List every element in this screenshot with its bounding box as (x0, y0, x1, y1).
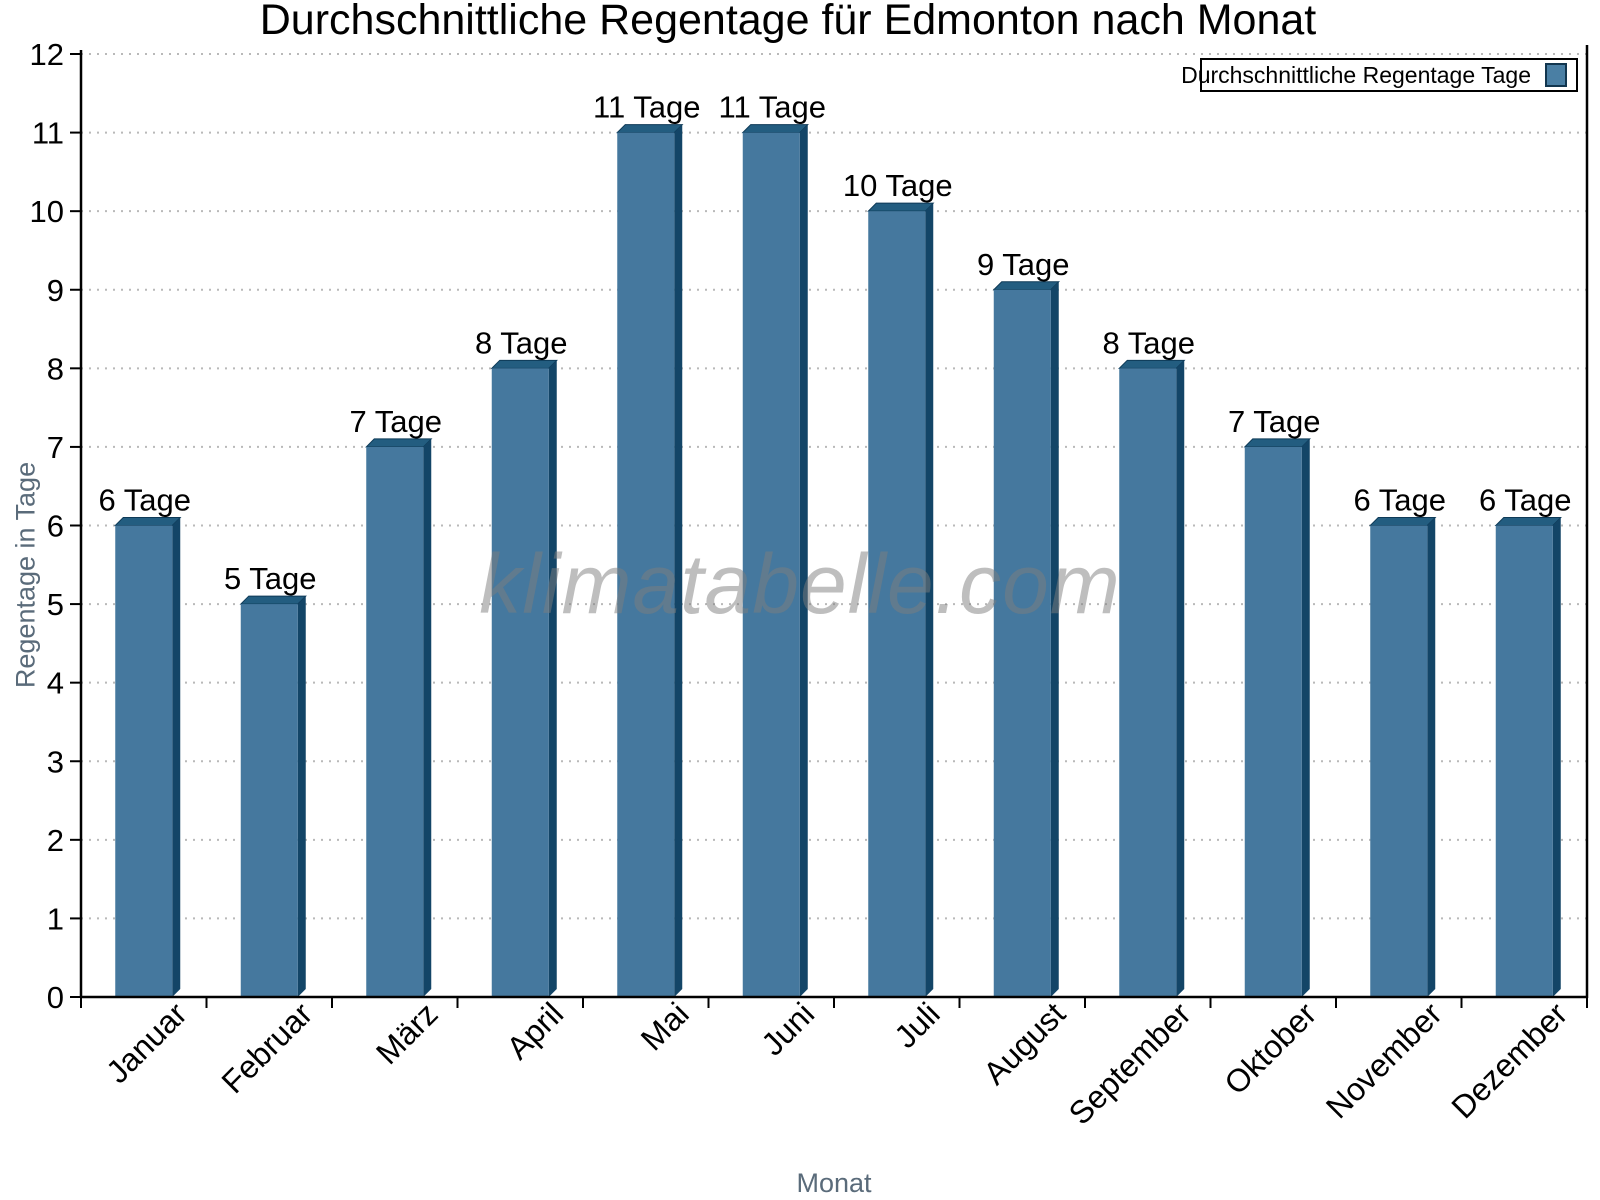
bar-value-label: 6 Tage (98, 483, 191, 518)
bar-side-face (423, 438, 432, 998)
y-tick-label: 12 (30, 37, 64, 72)
bar-value-label: 8 Tage (475, 325, 568, 360)
x-category-label: Juli (887, 995, 946, 1054)
bar-top-face (616, 124, 684, 134)
bar (240, 604, 298, 997)
x-category-label: August (976, 995, 1072, 1091)
bar-top-face (365, 438, 433, 448)
bar-value-label: 8 Tage (1102, 325, 1195, 360)
y-axis-title: Regentage in Tage (10, 461, 41, 689)
x-category-label: Oktober (1217, 995, 1323, 1101)
bar-value-label: 6 Tage (1353, 483, 1446, 518)
legend-swatch-icon (1545, 63, 1567, 87)
bar (1370, 525, 1428, 997)
x-category-label: Dezember (1444, 995, 1574, 1125)
bar (366, 446, 424, 998)
y-tick-label: 4 (47, 666, 64, 701)
y-tick-label: 1 (47, 901, 64, 936)
bar-side-face (1427, 517, 1436, 997)
bar-top-face (1118, 359, 1186, 369)
y-tick-label: 6 (47, 509, 64, 544)
bar-side-face (674, 124, 683, 998)
y-tick-label: 5 (47, 587, 64, 622)
bar (1119, 368, 1177, 997)
bar-value-label: 7 Tage (1228, 404, 1321, 439)
bar-top-face (490, 359, 558, 369)
bar (1495, 525, 1553, 997)
bar-top-face (867, 202, 935, 212)
y-tick-label: 8 (47, 351, 64, 386)
x-category-label: November (1319, 995, 1449, 1125)
bar-top-face (741, 124, 809, 134)
bar (868, 211, 926, 997)
bar-top-face (1369, 517, 1437, 526)
x-category-label: Januar (99, 995, 194, 1090)
x-category-label: Mai (634, 995, 696, 1057)
x-axis-title: Monat (796, 1168, 872, 1198)
bar-top-face (114, 517, 182, 526)
x-category-label: April (499, 995, 570, 1066)
bar (993, 289, 1051, 997)
y-tick-label: 11 (32, 116, 64, 151)
x-category-label: Juni (754, 995, 821, 1062)
y-tick-label: 3 (47, 744, 64, 779)
bar-top-face (992, 281, 1060, 291)
bar (617, 132, 675, 998)
bar-value-label: 10 Tage (843, 168, 953, 203)
legend: Durchschnittliche Regentage Tage (1181, 58, 1578, 92)
bar-side-face (925, 203, 934, 997)
bar-side-face (1301, 438, 1310, 998)
bar-top-face (239, 595, 307, 605)
bar-side-face (799, 124, 808, 998)
chart-title: Durchschnittliche Regentage für Edmonton… (259, 0, 1317, 44)
y-tick-label: 0 (47, 980, 64, 1015)
y-tick-label: 9 (47, 273, 64, 308)
bar-value-label: 9 Tage (977, 247, 1070, 282)
bar-value-label: 11 Tage (719, 90, 826, 125)
y-tick-label: 7 (47, 430, 64, 465)
bar (742, 132, 800, 998)
bar (115, 525, 173, 997)
bar-side-face (1050, 281, 1059, 997)
bar-side-face (548, 360, 557, 997)
bar (1244, 446, 1302, 998)
y-tick-label: 2 (47, 823, 64, 858)
x-category-label: September (1062, 995, 1198, 1131)
bar-side-face (297, 596, 306, 997)
bar-top-face (1243, 438, 1311, 448)
bar-side-face (1552, 517, 1561, 997)
bar-value-label: 6 Tage (1479, 483, 1572, 518)
x-category-label: Februar (215, 995, 320, 1100)
bar-side-face (172, 517, 181, 997)
bar (491, 368, 549, 997)
bar-top-face (1494, 517, 1562, 526)
bar-value-label: 11 Tage (593, 90, 700, 125)
y-tick-label: 10 (30, 194, 64, 229)
x-category-label: März (369, 995, 445, 1071)
bar-value-label: 7 Tage (349, 404, 442, 439)
bar-value-label: 5 Tage (224, 561, 317, 596)
bar-side-face (1176, 360, 1185, 997)
legend-label: Durchschnittliche Regentage Tage (1181, 61, 1531, 88)
